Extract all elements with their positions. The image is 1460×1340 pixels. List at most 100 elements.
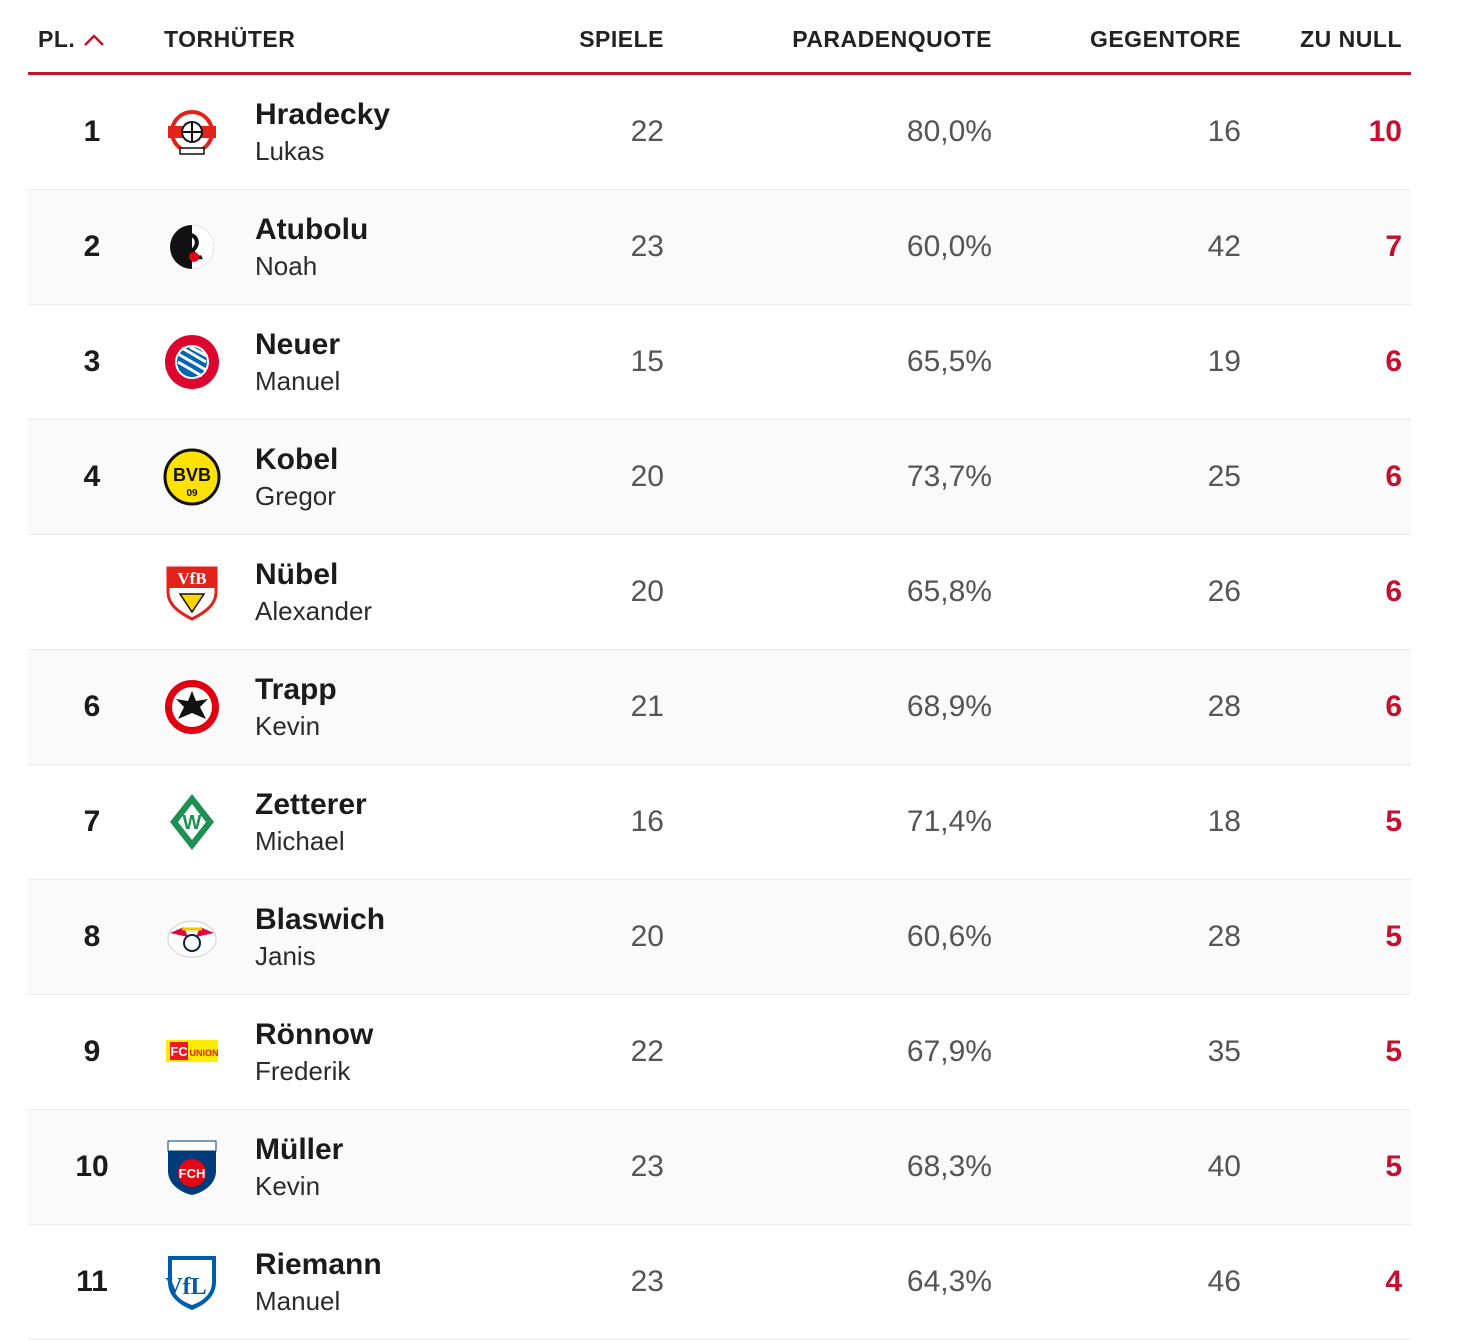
goalkeeper-name[interactable]: Riemann Manuel: [255, 1247, 382, 1319]
table-row[interactable]: 1 Hradecky Lukas 22 80,0% 16 10: [28, 75, 1411, 190]
games-value: 16: [630, 805, 664, 838]
goals-conceded-value: 42: [1207, 230, 1241, 263]
goals-conceded-value: 40: [1207, 1150, 1241, 1183]
first-name: Manuel: [255, 1286, 341, 1316]
goalkeeper-name[interactable]: Hradecky Lukas: [255, 97, 390, 169]
bayern-crest-icon: [162, 332, 222, 392]
first-name: Janis: [255, 941, 316, 971]
sort-ascending-icon[interactable]: [83, 33, 105, 47]
table-row[interactable]: 8 Blaswich Janis 20 60,6% 28 5: [28, 880, 1411, 995]
union-crest-icon: FC UNION: [162, 1022, 222, 1082]
goalkeeper-name[interactable]: Kobel Gregor: [255, 442, 338, 514]
table-row[interactable]: 7 W Zetterer Michael 16 71,4% 18 5: [28, 765, 1411, 880]
rank-header-label: PL.: [38, 26, 76, 52]
table-row[interactable]: 6 Trapp Kevin 21 68,9% 28 6: [28, 650, 1411, 765]
first-name: Kevin: [255, 1171, 321, 1201]
last-name[interactable]: Rönnow: [255, 1018, 374, 1051]
rank-value: 7: [83, 805, 101, 838]
last-name[interactable]: Trapp: [255, 673, 337, 706]
goalkeeper-name[interactable]: Zetterer Michael: [255, 787, 367, 859]
clean-sheets-value: 10: [1368, 115, 1402, 148]
column-header-goalkeeper[interactable]: TORHÜTER: [164, 26, 296, 52]
games-value: 20: [630, 920, 664, 953]
first-name: Frederik: [255, 1056, 351, 1086]
save-rate-value: 68,3%: [906, 1150, 992, 1183]
column-header-save-rate[interactable]: PARADENQUOTE: [792, 26, 992, 52]
goalkeeper-name[interactable]: Müller Kevin: [255, 1132, 343, 1204]
rank-value: 4: [83, 460, 101, 493]
table-row[interactable]: 10 FCH Müller Kevin 23 68,3% 40 5: [28, 1110, 1411, 1225]
goalkeeper-name[interactable]: Atubolu Noah: [255, 212, 368, 284]
bremen-crest-icon: W: [162, 792, 222, 852]
svg-text:09: 09: [186, 488, 198, 499]
goalkeeper-table: PL. TORHÜTER SPIELE PARADENQUOTE GEGENTO…: [28, 0, 1411, 1340]
goals-conceded-value: 28: [1207, 690, 1241, 723]
clean-sheets-value: 6: [1385, 575, 1402, 608]
table-row[interactable]: VfB Nübel Alexander 20 65,8% 26 6: [28, 535, 1411, 650]
games-value: 23: [630, 230, 664, 263]
table-header: PL. TORHÜTER SPIELE PARADENQUOTE GEGENTO…: [28, 0, 1411, 75]
goals-conceded-value: 19: [1207, 345, 1241, 378]
goalkeeper-name[interactable]: Nübel Alexander: [255, 557, 372, 629]
save-rate-value: 65,8%: [906, 575, 992, 608]
save-rate-value: 60,6%: [906, 920, 992, 953]
stuttgart-crest-icon: VfB: [162, 562, 222, 622]
leipzig-crest-icon: [162, 907, 222, 967]
rank-value: 2: [83, 230, 101, 263]
games-value: 22: [630, 1035, 664, 1068]
column-header-rank[interactable]: PL.: [38, 26, 105, 53]
table-row[interactable]: 3 Neuer Manuel 15 65,5% 19 6: [28, 305, 1411, 420]
rank-value: 3: [83, 345, 101, 378]
clean-sheets-value: 5: [1385, 1035, 1402, 1068]
goals-conceded-value: 16: [1207, 115, 1241, 148]
bochum-crest-icon: VfL: [162, 1252, 222, 1312]
table-row[interactable]: 2 Atubolu Noah 23 60,0% 42 7: [28, 190, 1411, 305]
goalkeeper-name[interactable]: Neuer Manuel: [255, 327, 340, 399]
goals-conceded-value: 26: [1207, 575, 1241, 608]
last-name[interactable]: Müller: [255, 1133, 344, 1166]
first-name: Manuel: [255, 366, 341, 396]
first-name: Lukas: [255, 136, 325, 166]
goals-conceded-value: 25: [1207, 460, 1241, 493]
table-row[interactable]: 11 VfL Riemann Manuel 23 64,3% 46 4: [28, 1225, 1411, 1340]
last-name[interactable]: Kobel: [255, 443, 339, 476]
last-name[interactable]: Zetterer: [255, 788, 367, 821]
svg-text:FCH: FCH: [179, 1166, 206, 1181]
column-header-games[interactable]: SPIELE: [579, 26, 664, 52]
games-value: 22: [630, 115, 664, 148]
svg-text:FC: FC: [170, 1044, 188, 1059]
rank-value: 11: [76, 1265, 108, 1298]
first-name: Michael: [255, 826, 345, 856]
rank-value: 9: [83, 1035, 101, 1068]
goalkeeper-name[interactable]: Trapp Kevin: [255, 672, 337, 744]
rank-value: 8: [83, 920, 101, 953]
last-name[interactable]: Riemann: [255, 1248, 382, 1281]
clean-sheets-value: 4: [1385, 1265, 1402, 1298]
last-name[interactable]: Neuer: [255, 328, 341, 361]
save-rate-value: 65,5%: [906, 345, 992, 378]
goals-conceded-value: 35: [1207, 1035, 1241, 1068]
rank-value: 6: [83, 690, 101, 723]
goals-conceded-value: 46: [1207, 1265, 1241, 1298]
clean-sheets-value: 6: [1385, 345, 1402, 378]
goalkeeper-name[interactable]: Blaswich Janis: [255, 902, 385, 974]
games-value: 23: [630, 1265, 664, 1298]
save-rate-value: 80,0%: [906, 115, 992, 148]
svg-text:UNION: UNION: [190, 1048, 219, 1058]
games-value: 20: [630, 575, 664, 608]
goalkeeper-name[interactable]: Rönnow Frederik: [255, 1017, 373, 1089]
last-name[interactable]: Atubolu: [255, 213, 369, 246]
games-value: 15: [630, 345, 664, 378]
clean-sheets-value: 5: [1385, 920, 1402, 953]
save-rate-value: 68,9%: [906, 690, 992, 723]
rank-value: 10: [75, 1150, 109, 1183]
table-row[interactable]: 4 BVB 09 Kobel Gregor 20 73,7% 25 6: [28, 420, 1411, 535]
last-name[interactable]: Nübel: [255, 558, 339, 591]
dortmund-crest-icon: BVB 09: [162, 447, 222, 507]
table-row[interactable]: 9 FC UNION Rönnow Frederik 22 67,9% 35 5: [28, 995, 1411, 1110]
clean-sheets-value: 5: [1385, 805, 1402, 838]
column-header-goals-conceded[interactable]: GEGENTORE: [1089, 26, 1241, 52]
column-header-clean-sheets[interactable]: ZU NULL: [1300, 26, 1402, 52]
last-name[interactable]: Blaswich: [255, 903, 386, 936]
last-name[interactable]: Hradecky: [255, 98, 391, 131]
